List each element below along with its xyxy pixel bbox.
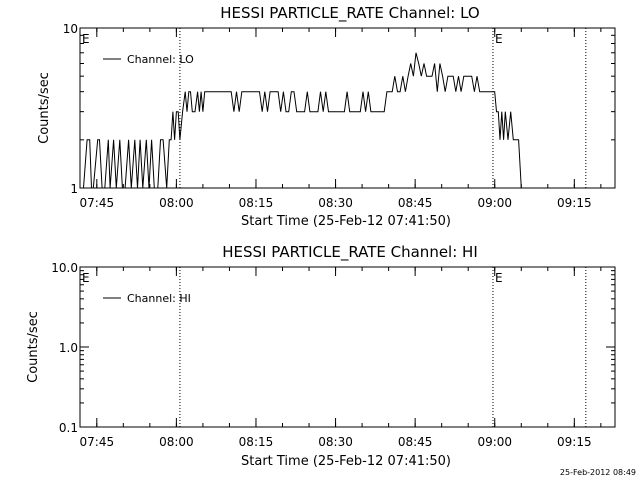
hi-y-tick-label-1: 1.0 — [59, 341, 78, 355]
lo-legend: Channel: LO — [103, 53, 194, 66]
lo-x-tick-label-0: 07:45 — [80, 196, 115, 210]
lo-x-tick-label-2: 08:15 — [239, 196, 274, 210]
hi-x-tick-label-1: 08:00 — [159, 435, 194, 449]
lo-plot-frame — [79, 27, 616, 189]
hi-x-tick-label-5: 09:00 — [477, 435, 512, 449]
hi-y-tick-label-2: 10.0 — [51, 261, 78, 275]
lo-x-tick-label-3: 08:30 — [318, 196, 353, 210]
hi-x-tick-label-0: 07:45 — [80, 435, 115, 449]
hi-x-tick-label-2: 08:15 — [239, 435, 274, 449]
lo-x-tick-label-5: 09:00 — [477, 196, 512, 210]
lo-series-line-0 — [83, 52, 527, 189]
hi-x-tick-label-4: 08:45 — [398, 435, 433, 449]
hi-plot-frame — [79, 266, 616, 428]
lo-marker-label-0: E — [82, 32, 90, 46]
lo-legend-label: Channel: LO — [127, 53, 194, 66]
lo-chart-title: HESSI PARTICLE_RATE Channel: LO — [220, 4, 479, 23]
lo-series — [83, 52, 527, 189]
lo-marker-label-2: E — [495, 32, 503, 46]
lo-y-ticks: 1 10 — [63, 22, 615, 196]
hi-y-tick-label-0: 0.1 — [59, 421, 78, 435]
hi-marker-label-0: E — [82, 271, 90, 285]
hi-x-axis-label: Start Time (25-Feb-12 07:41:50) — [241, 454, 451, 469]
hi-x-tick-label-6: 09:15 — [557, 435, 592, 449]
hi-legend: Channel: HI — [103, 292, 191, 305]
timestamp-label: 25-Feb-2012 08:49 — [560, 468, 636, 477]
hi-x-ticks: 07:45 08:00 08:15 08:30 08:45 09:00 09:15 — [80, 267, 602, 449]
hi-channel-panel: HESSI PARTICLE_RATE Channel: HI Counts/s… — [26, 243, 616, 469]
hi-legend-label: Channel: HI — [127, 292, 191, 305]
hi-y-axis-label: Counts/sec — [26, 311, 41, 383]
lo-x-ticks: 07:45 08:00 08:15 08:30 08:45 09:00 09:15 — [80, 28, 602, 210]
hi-x-tick-label-3: 08:30 — [318, 435, 353, 449]
hi-y-ticks: 0.1 1.0 10.0 — [51, 261, 615, 435]
lo-x-axis-label: Start Time (25-Feb-12 07:41:50) — [241, 214, 451, 229]
lo-y-axis-label: Counts/sec — [37, 72, 52, 144]
lo-channel-panel: HESSI PARTICLE_RATE Channel: LO Counts/s… — [37, 4, 616, 229]
hi-marker-label-2: E — [495, 271, 503, 285]
lo-y-tick-label-0: 1 — [70, 182, 78, 196]
lo-y-tick-label-1: 10 — [63, 22, 78, 36]
lo-x-tick-label-4: 08:45 — [398, 196, 433, 210]
lo-x-tick-label-6: 09:15 — [557, 196, 592, 210]
lo-x-tick-label-1: 08:00 — [159, 196, 194, 210]
hi-chart-title: HESSI PARTICLE_RATE Channel: HI — [222, 243, 478, 262]
